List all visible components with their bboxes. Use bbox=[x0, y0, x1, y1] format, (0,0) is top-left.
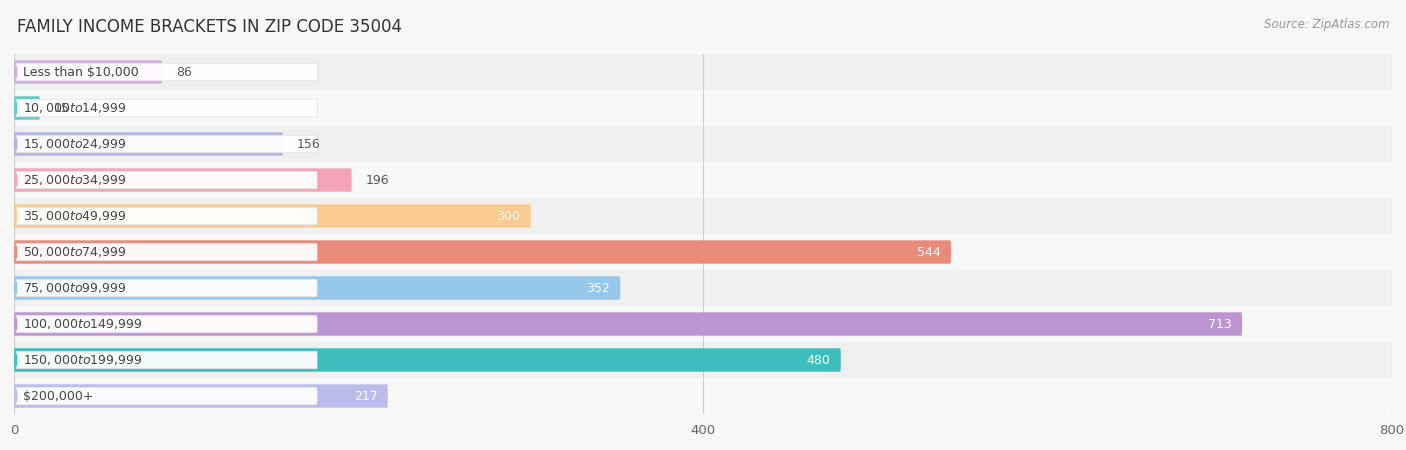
FancyBboxPatch shape bbox=[14, 270, 1392, 306]
FancyBboxPatch shape bbox=[14, 90, 1392, 126]
FancyBboxPatch shape bbox=[15, 207, 318, 225]
FancyBboxPatch shape bbox=[14, 204, 531, 228]
FancyBboxPatch shape bbox=[14, 60, 162, 84]
FancyBboxPatch shape bbox=[15, 279, 318, 297]
Text: $50,000 to $74,999: $50,000 to $74,999 bbox=[24, 245, 127, 259]
FancyBboxPatch shape bbox=[15, 63, 318, 81]
FancyBboxPatch shape bbox=[14, 384, 388, 408]
FancyBboxPatch shape bbox=[15, 171, 318, 189]
FancyBboxPatch shape bbox=[14, 198, 1392, 234]
FancyBboxPatch shape bbox=[14, 234, 1392, 270]
FancyBboxPatch shape bbox=[14, 54, 1392, 90]
Text: $35,000 to $49,999: $35,000 to $49,999 bbox=[24, 209, 127, 223]
FancyBboxPatch shape bbox=[14, 132, 283, 156]
Text: 196: 196 bbox=[366, 174, 389, 186]
FancyBboxPatch shape bbox=[14, 96, 39, 120]
FancyBboxPatch shape bbox=[14, 312, 1241, 336]
Text: 86: 86 bbox=[176, 66, 191, 78]
FancyBboxPatch shape bbox=[14, 276, 620, 300]
FancyBboxPatch shape bbox=[14, 342, 1392, 378]
Text: 300: 300 bbox=[496, 210, 520, 222]
Text: $15,000 to $24,999: $15,000 to $24,999 bbox=[24, 137, 127, 151]
Text: Source: ZipAtlas.com: Source: ZipAtlas.com bbox=[1264, 18, 1389, 31]
FancyBboxPatch shape bbox=[14, 162, 1392, 198]
Text: Less than $10,000: Less than $10,000 bbox=[24, 66, 139, 78]
Text: 713: 713 bbox=[1208, 318, 1232, 330]
FancyBboxPatch shape bbox=[14, 240, 950, 264]
FancyBboxPatch shape bbox=[15, 243, 318, 261]
Text: $100,000 to $149,999: $100,000 to $149,999 bbox=[24, 317, 143, 331]
Text: 352: 352 bbox=[586, 282, 610, 294]
Text: $10,000 to $14,999: $10,000 to $14,999 bbox=[24, 101, 127, 115]
FancyBboxPatch shape bbox=[14, 348, 841, 372]
FancyBboxPatch shape bbox=[15, 315, 318, 333]
Text: $200,000+: $200,000+ bbox=[24, 390, 94, 402]
FancyBboxPatch shape bbox=[14, 378, 1392, 414]
FancyBboxPatch shape bbox=[15, 387, 318, 405]
FancyBboxPatch shape bbox=[14, 168, 352, 192]
Text: $25,000 to $34,999: $25,000 to $34,999 bbox=[24, 173, 127, 187]
Text: $75,000 to $99,999: $75,000 to $99,999 bbox=[24, 281, 127, 295]
FancyBboxPatch shape bbox=[15, 99, 318, 117]
Text: 544: 544 bbox=[917, 246, 941, 258]
Text: 15: 15 bbox=[53, 102, 69, 114]
FancyBboxPatch shape bbox=[14, 306, 1392, 342]
Text: 156: 156 bbox=[297, 138, 321, 150]
FancyBboxPatch shape bbox=[14, 126, 1392, 162]
Text: 480: 480 bbox=[807, 354, 831, 366]
Text: $150,000 to $199,999: $150,000 to $199,999 bbox=[24, 353, 143, 367]
Text: FAMILY INCOME BRACKETS IN ZIP CODE 35004: FAMILY INCOME BRACKETS IN ZIP CODE 35004 bbox=[17, 18, 402, 36]
FancyBboxPatch shape bbox=[15, 351, 318, 369]
Text: 217: 217 bbox=[354, 390, 377, 402]
FancyBboxPatch shape bbox=[15, 135, 318, 153]
